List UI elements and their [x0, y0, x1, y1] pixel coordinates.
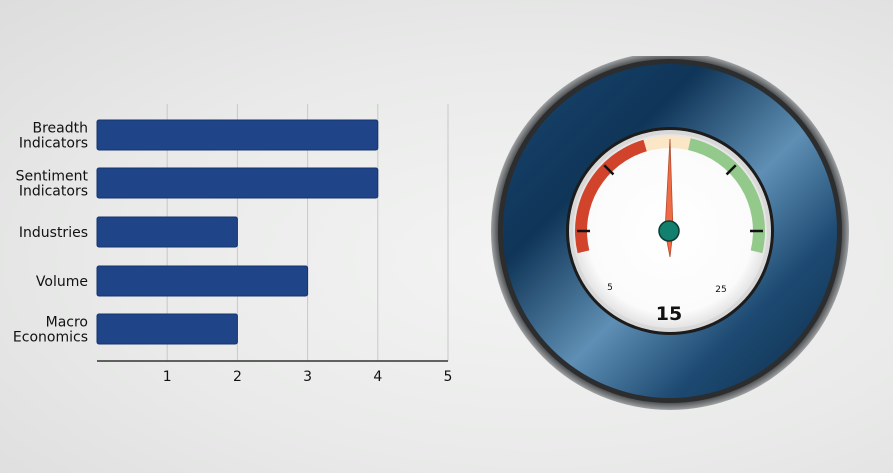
bar	[96, 119, 379, 151]
x-tick-label: 4	[373, 369, 382, 385]
gauge-tick-label-low: 5	[607, 283, 613, 293]
gauge-tick-label-high: 25	[715, 285, 726, 295]
gauge-ticks	[577, 164, 763, 233]
category-label: Industries	[19, 225, 88, 241]
gauge-tick	[725, 164, 737, 176]
bar-series	[96, 119, 379, 345]
x-tick-label: 5	[444, 369, 453, 385]
bar	[96, 167, 379, 199]
x-tick-labels: 1 2 3 4 5	[163, 369, 453, 385]
bar-chart: BreadthIndicatorsSentimentIndicatorsIndu…	[13, 104, 453, 385]
bar	[96, 313, 238, 345]
gauge-tick	[603, 164, 615, 176]
gauge-value: 15	[656, 303, 682, 325]
gauge-band	[688, 138, 765, 254]
gauge-hub	[658, 220, 680, 242]
bar	[96, 265, 309, 297]
category-labels: BreadthIndicatorsSentimentIndicatorsIndu…	[13, 121, 89, 346]
category-label: Indicators	[19, 136, 88, 152]
x-tick-label: 1	[163, 369, 172, 385]
x-tick-label: 3	[303, 369, 312, 385]
category-label: Sentiment	[16, 169, 89, 185]
x-tick-label: 2	[233, 369, 242, 385]
gauge-band	[575, 139, 647, 254]
category-label: Economics	[13, 330, 88, 346]
category-label: Macro	[46, 315, 88, 331]
category-label: Volume	[36, 274, 88, 290]
bar	[96, 216, 238, 248]
gauge: 5 25 15	[491, 56, 849, 410]
gauge-bands	[575, 136, 765, 254]
gauge-band	[643, 136, 691, 152]
category-label: Indicators	[19, 184, 88, 200]
category-label: Breadth	[33, 121, 89, 137]
